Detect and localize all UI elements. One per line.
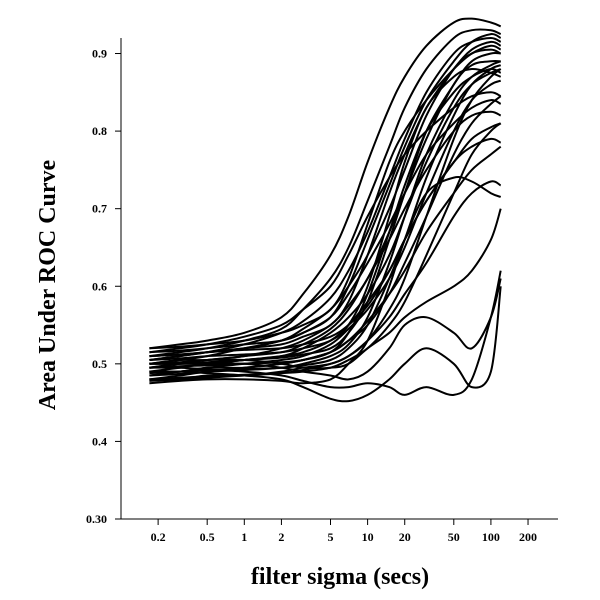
x-tick-label: 100 bbox=[482, 530, 500, 544]
x-tick-label: 200 bbox=[519, 530, 537, 544]
x-axis-title: filter sigma (secs) bbox=[251, 564, 429, 590]
x-tick-label: 1 bbox=[241, 530, 247, 544]
y-tick-label: 0.8 bbox=[92, 124, 107, 138]
y-tick-label: 0.6 bbox=[92, 279, 107, 293]
x-tick-label: 0.2 bbox=[151, 530, 166, 544]
x-tick-label: 2 bbox=[278, 530, 284, 544]
series-line-9 bbox=[149, 110, 502, 365]
series-line-16 bbox=[149, 44, 502, 350]
series-line-1 bbox=[149, 17, 502, 350]
y-axis-ticks: 0.30 0.4 0.5 0.6 0.7 0.8 0.9 bbox=[86, 47, 121, 526]
y-tick-label: 0.4 bbox=[92, 434, 107, 448]
y-tick-label: 0.5 bbox=[92, 357, 107, 371]
y-axis-title: Area Under ROC Curve bbox=[35, 159, 61, 410]
series-line-20 bbox=[149, 68, 502, 382]
x-tick-label: 50 bbox=[448, 530, 460, 544]
series-line-23 bbox=[149, 286, 502, 403]
x-tick-label: 20 bbox=[399, 530, 411, 544]
series-line-2 bbox=[149, 28, 502, 358]
series-line-10 bbox=[149, 91, 502, 354]
series-line-26 bbox=[149, 67, 502, 361]
x-tick-label: 0.5 bbox=[200, 530, 215, 544]
series-group bbox=[149, 17, 502, 403]
series-line-27 bbox=[149, 67, 502, 369]
x-tick-label: 5 bbox=[327, 530, 333, 544]
x-axis-ticks: 0.2 0.5 1 2 5 10 20 50 100 200 bbox=[151, 519, 537, 544]
y-tick-label: 0.7 bbox=[92, 202, 107, 216]
series-line-24 bbox=[149, 208, 502, 370]
series-line-29 bbox=[149, 33, 502, 354]
series-line-28 bbox=[149, 64, 502, 375]
series-line-21 bbox=[149, 278, 502, 381]
x-tick-label: 10 bbox=[362, 530, 374, 544]
y-tick-label: 0.9 bbox=[92, 47, 107, 61]
y-tick-label: 0.30 bbox=[86, 512, 107, 526]
series-line-30 bbox=[149, 122, 502, 381]
